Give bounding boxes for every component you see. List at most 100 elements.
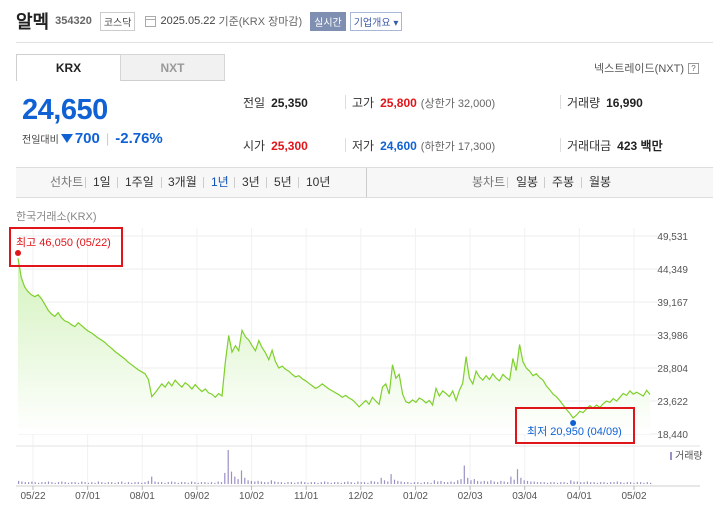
volume-bar [370,480,372,484]
volume-bar [586,481,588,484]
period-1y[interactable]: 1년 [211,175,229,189]
period-1w[interactable]: 1주일 [125,175,154,189]
volume-bar [250,480,252,484]
y-axis: 49,531 44,349 39,167 33,986 28,804 23,622 18,4… [657,232,688,441]
volume-bar [600,482,602,484]
tab-nxt[interactable]: NXT [120,54,225,81]
volume-bar [633,482,635,484]
volume-bar [330,482,332,484]
volume-bar [87,482,90,484]
volume-bar [493,481,495,484]
volume-bar [121,481,123,484]
volume-bar [563,482,565,484]
y-tick-label: 44,349 [657,265,688,276]
volume-bar [134,482,136,484]
y-tick-label: 39,167 [657,298,688,309]
volume-bar [54,482,56,484]
candle-daily[interactable]: 일봉 [516,175,539,189]
market-badge: 코스닥 [99,11,136,31]
x-tick-label: 04/01 [567,491,592,502]
lower-limit: (하한가 17,300) [420,140,496,153]
period-separator [234,177,235,188]
period-1d[interactable]: 1일 [93,175,111,189]
volume-bar [61,481,63,484]
period-10y[interactable]: 10년 [306,175,331,189]
tab-krx[interactable]: KRX [16,54,121,81]
company-info-dropdown[interactable]: 기업개요 ▾ [349,11,403,31]
max-highlight-box [9,227,123,267]
period-3m[interactable]: 3개월 [168,175,197,189]
stat-value: 24,600 [380,138,417,153]
volume-bar [327,482,329,484]
stat-value: 25,800 [380,95,417,110]
volume-bar [450,481,452,484]
volume-bar [640,482,642,484]
volume-bar [650,482,652,484]
volume-bar [207,482,209,484]
quote-basis: 기준(KRX 장마감) [218,16,303,28]
realtime-button[interactable]: 실시간 [310,11,346,31]
volume-bar [427,482,429,484]
volume-bar [457,480,459,484]
period-separator [266,177,267,188]
volume-bar [473,479,475,484]
volume-bar [566,482,568,484]
volume-bar [137,482,139,484]
volume-bar [350,482,352,484]
volume-bar [380,477,382,484]
volume-bar [433,480,435,484]
stat-label: 거래량 [567,96,601,110]
stat-value: 16,990 [606,95,643,110]
period-separator [507,177,508,188]
period-3y[interactable]: 3년 [242,175,260,189]
volume-bar [194,482,196,484]
change-separator: | [105,131,110,146]
volume-bar [460,479,462,484]
volume-bar [277,482,279,484]
x-tick-label: 05/02 [621,491,646,502]
max-annotation: 최고 46,050 (05/22) [16,236,111,249]
stat-open: 시가 25,300 [243,137,308,154]
volume-bar [540,482,542,484]
period-5y[interactable]: 5년 [274,175,292,189]
nxt-link[interactable]: 넥스트레이드(NXT) ? [594,60,699,76]
volume-bar [543,482,545,484]
stock-header: 알멕 354320 코스닥 2025.05.22 기준(KRX 장마감) 실시간… [16,8,403,34]
header-divider [16,42,713,43]
volume-bar [267,482,269,484]
volume-bar [220,482,223,484]
candle-weekly[interactable]: 주봉 [552,175,575,189]
volume-bar [420,482,422,484]
volume-bar [154,481,156,484]
volume-bar [393,479,396,484]
volume-bar [147,480,149,484]
x-tick-label: 10/02 [239,491,264,502]
volume-bar [44,482,46,484]
help-icon[interactable]: ? [688,62,699,74]
volume-bar [171,481,173,484]
volume-bar [593,482,595,484]
volume-bar [616,481,618,484]
volume-bar [470,480,472,484]
change-percent: -2.76% [115,130,163,147]
volume-bar [77,482,80,484]
volume-bar [523,480,525,484]
volume-bar [377,482,379,484]
y-tick-label: 33,986 [657,331,688,342]
x-tick-label: 01/02 [403,491,428,502]
stat-divider [560,138,561,152]
volume-bar [480,481,482,484]
min-annotation: 최저 20,950 (04/09) [527,425,622,438]
calendar-icon [145,15,157,27]
volume-bar [400,481,402,484]
candle-monthly[interactable]: 월봉 [589,175,612,189]
stat-volume: 거래량 16,990 [567,94,643,111]
stat-prev-close: 전일 25,350 [243,94,308,111]
volume-bar [107,482,109,484]
volume-bar [373,481,376,484]
stat-divider [560,95,561,109]
volume-bar [467,477,469,484]
y-tick-label: 23,622 [657,397,688,408]
candle-chart-label: 봉차트 [472,175,506,189]
